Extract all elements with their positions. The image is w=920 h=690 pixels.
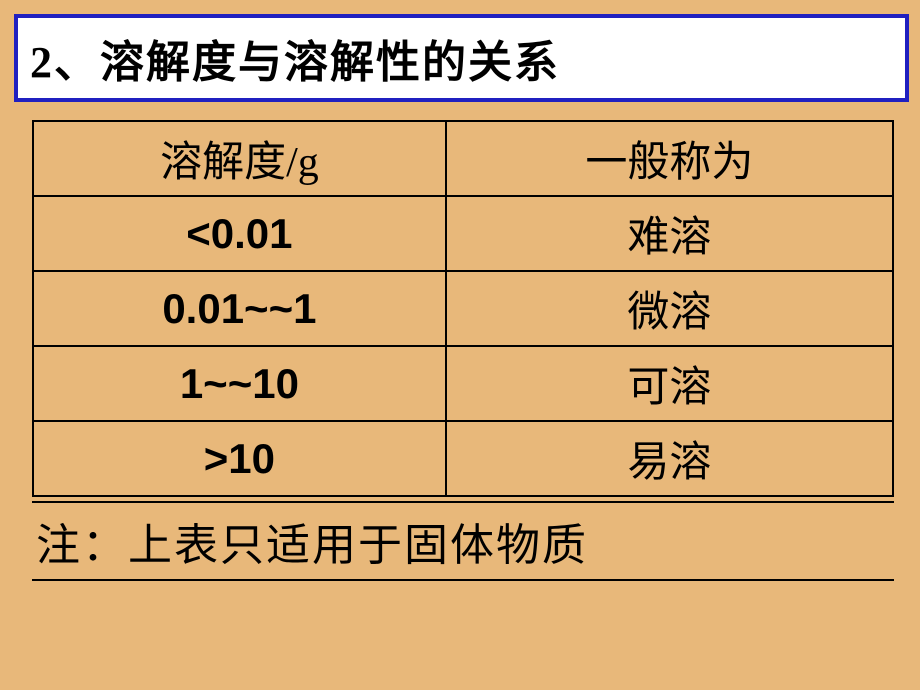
cell-solubility: 1~~10: [33, 346, 446, 421]
cell-solubility: >10: [33, 421, 446, 496]
solubility-table: 溶解度/g 一般称为 <0.01 难溶 0.01~~1 微溶 1~~10 可溶 …: [32, 120, 894, 497]
table-header-row: 溶解度/g 一般称为: [33, 121, 893, 196]
title-container: 2、溶解度与溶解性的关系: [14, 14, 909, 102]
cell-classification: 难溶: [446, 196, 893, 271]
slide-title: 2、溶解度与溶解性的关系: [30, 26, 893, 90]
table-container: 溶解度/g 一般称为 <0.01 难溶 0.01~~1 微溶 1~~10 可溶 …: [14, 120, 900, 497]
table-row: >10 易溶: [33, 421, 893, 496]
cell-classification: 可溶: [446, 346, 893, 421]
cell-classification: 微溶: [446, 271, 893, 346]
note-text: 注：上表只适用于固体物质: [36, 509, 890, 573]
table-row: 0.01~~1 微溶: [33, 271, 893, 346]
header-classification: 一般称为: [446, 121, 893, 196]
header-solubility: 溶解度/g: [33, 121, 446, 196]
cell-solubility: <0.01: [33, 196, 446, 271]
table-row: 1~~10 可溶: [33, 346, 893, 421]
cell-solubility: 0.01~~1: [33, 271, 446, 346]
note-container: 注：上表只适用于固体物质: [32, 501, 894, 581]
table-row: <0.01 难溶: [33, 196, 893, 271]
cell-classification: 易溶: [446, 421, 893, 496]
